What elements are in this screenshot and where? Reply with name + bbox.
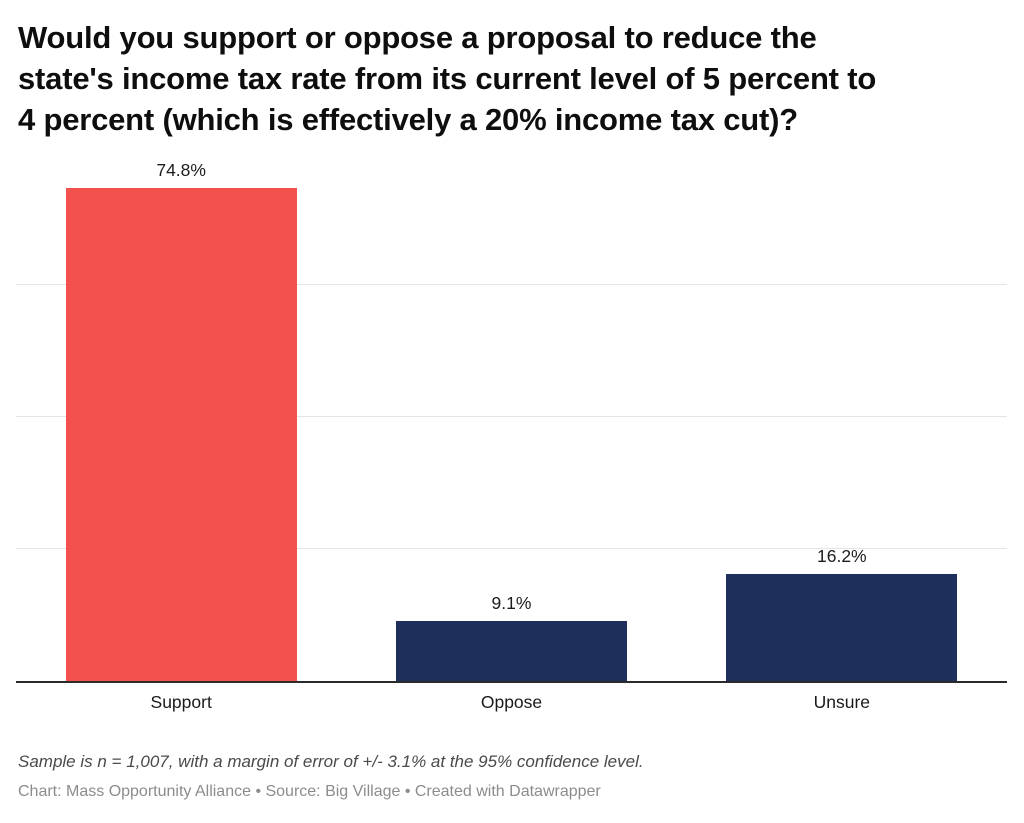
gridline-20 — [16, 548, 1007, 550]
category-label-unsure: Unsure — [813, 692, 871, 712]
bar-support — [65, 187, 297, 681]
category-label-support: Support — [150, 692, 212, 712]
sample-note: Sample is n = 1,007, with a margin of er… — [18, 752, 644, 771]
chart-title-line-3: 4 percent (which is effectively a 20% in… — [18, 102, 798, 137]
bar-chart-plot: 74.8% Support 9.1% Oppose 16.2% Unsure — [16, 150, 1007, 712]
bar-unsure — [726, 574, 958, 681]
bar-column-support: 74.8% Support — [16, 150, 346, 712]
bar-column-unsure: 16.2% Unsure — [677, 150, 1007, 712]
gridline-60 — [16, 284, 1007, 286]
chart-title-line-1: Would you support or oppose a proposal t… — [18, 20, 817, 55]
chart-title: Would you support or oppose a proposal t… — [18, 17, 1014, 140]
chart-title-line-2: state's income tax rate from its current… — [18, 61, 877, 96]
value-label-support: 74.8% — [156, 159, 206, 180]
bar-oppose — [395, 620, 627, 681]
category-label-oppose: Oppose — [480, 692, 543, 712]
gridline-40 — [16, 416, 1007, 418]
chart-byline: Chart: Mass Opportunity Alliance • Sourc… — [18, 783, 601, 800]
value-label-oppose: 9.1% — [491, 592, 532, 613]
bar-column-oppose: 9.1% Oppose — [346, 150, 676, 712]
value-label-unsure: 16.2% — [817, 546, 867, 567]
